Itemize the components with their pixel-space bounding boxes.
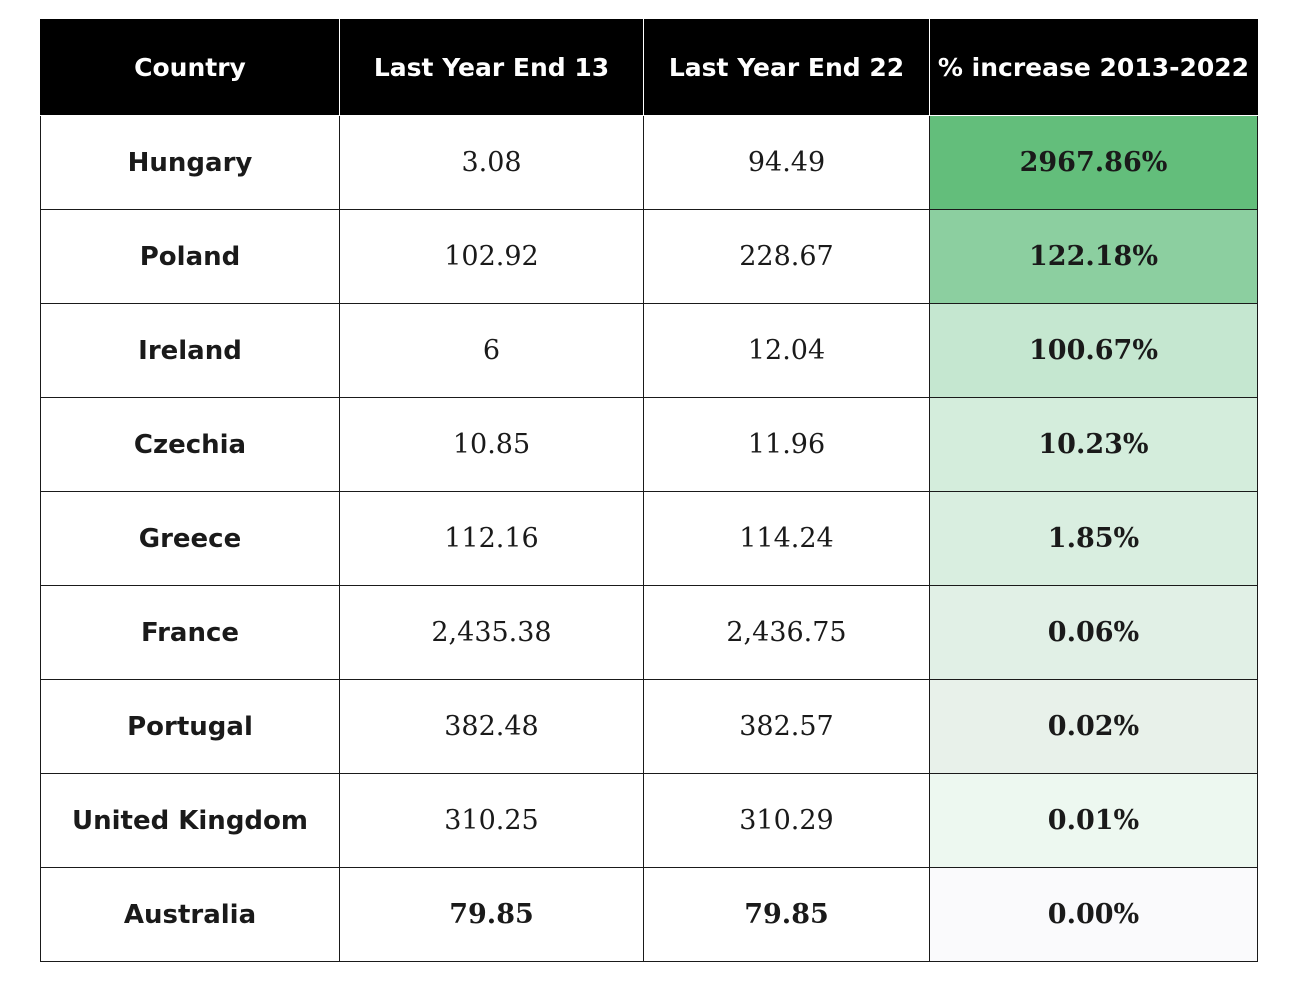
cell-country: Greece bbox=[40, 491, 340, 586]
cell-pct-increase: 0.02% bbox=[929, 679, 1258, 774]
cell-last-year-end-13: 2,435.38 bbox=[339, 585, 644, 680]
cell-last-year-end-13: 112.16 bbox=[339, 491, 644, 586]
table-row: France 2,435.38 2,436.75 0.06% bbox=[40, 585, 1258, 680]
cell-country: Poland bbox=[40, 209, 340, 304]
cell-last-year-end-22: 228.67 bbox=[643, 209, 930, 304]
cell-country: Portugal bbox=[40, 679, 340, 774]
header-pct-increase: % increase 2013-2022 bbox=[929, 19, 1258, 116]
header-last-year-end-22: Last Year End 22 bbox=[643, 19, 930, 116]
cell-pct-increase: 0.06% bbox=[929, 585, 1258, 680]
table-row: United Kingdom 310.25 310.29 0.01% bbox=[40, 773, 1258, 868]
cell-last-year-end-13: 79.85 bbox=[339, 867, 644, 962]
cell-last-year-end-22: 94.49 bbox=[643, 115, 930, 210]
cell-last-year-end-22: 114.24 bbox=[643, 491, 930, 586]
cell-last-year-end-13: 310.25 bbox=[339, 773, 644, 868]
cell-country: United Kingdom bbox=[40, 773, 340, 868]
cell-last-year-end-13: 102.92 bbox=[339, 209, 644, 304]
cell-country: Ireland bbox=[40, 303, 340, 398]
table-row: Greece 112.16 114.24 1.85% bbox=[40, 491, 1258, 586]
cell-pct-increase: 2967.86% bbox=[929, 115, 1258, 210]
cell-pct-increase: 10.23% bbox=[929, 397, 1258, 492]
header-row: Country Last Year End 13 Last Year End 2… bbox=[40, 19, 1258, 116]
table-row: Australia 79.85 79.85 0.00% bbox=[40, 867, 1258, 962]
cell-last-year-end-22: 310.29 bbox=[643, 773, 930, 868]
table-row: Portugal 382.48 382.57 0.02% bbox=[40, 679, 1258, 774]
table-row: Ireland 6 12.04 100.67% bbox=[40, 303, 1258, 398]
cell-country: Hungary bbox=[40, 115, 340, 210]
table-row: Czechia 10.85 11.96 10.23% bbox=[40, 397, 1258, 492]
cell-country: France bbox=[40, 585, 340, 680]
cell-pct-increase: 0.00% bbox=[929, 867, 1258, 962]
cell-last-year-end-13: 10.85 bbox=[339, 397, 644, 492]
table-row: Poland 102.92 228.67 122.18% bbox=[40, 209, 1258, 304]
cell-country: Australia bbox=[40, 867, 340, 962]
data-table: Country Last Year End 13 Last Year End 2… bbox=[40, 19, 1258, 962]
cell-last-year-end-13: 6 bbox=[339, 303, 644, 398]
cell-last-year-end-22: 382.57 bbox=[643, 679, 930, 774]
cell-last-year-end-13: 382.48 bbox=[339, 679, 644, 774]
cell-last-year-end-13: 3.08 bbox=[339, 115, 644, 210]
table-row: Hungary 3.08 94.49 2967.86% bbox=[40, 115, 1258, 210]
cell-pct-increase: 1.85% bbox=[929, 491, 1258, 586]
cell-country: Czechia bbox=[40, 397, 340, 492]
header-last-year-end-13: Last Year End 13 bbox=[339, 19, 644, 116]
cell-pct-increase: 0.01% bbox=[929, 773, 1258, 868]
cell-last-year-end-22: 79.85 bbox=[643, 867, 930, 962]
cell-pct-increase: 100.67% bbox=[929, 303, 1258, 398]
cell-last-year-end-22: 11.96 bbox=[643, 397, 930, 492]
header-country: Country bbox=[40, 19, 340, 116]
cell-last-year-end-22: 2,436.75 bbox=[643, 585, 930, 680]
cell-pct-increase: 122.18% bbox=[929, 209, 1258, 304]
cell-last-year-end-22: 12.04 bbox=[643, 303, 930, 398]
